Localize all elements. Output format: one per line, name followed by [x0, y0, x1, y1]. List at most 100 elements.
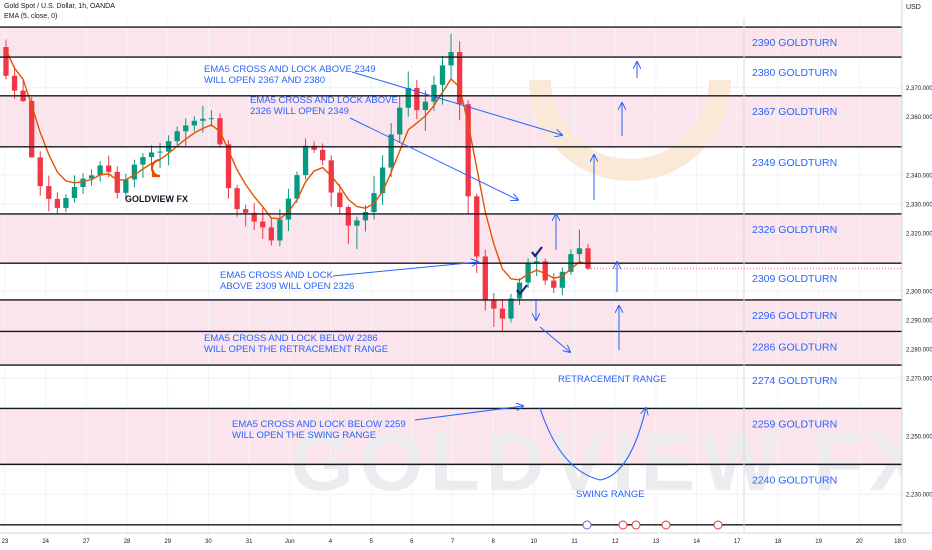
level-name: 2259 GOLDTURN	[752, 418, 837, 430]
candle-body	[474, 196, 480, 257]
candle-body	[456, 51, 463, 105]
candle-body	[354, 220, 360, 226]
y-tick-label: 2,290.000	[906, 319, 932, 325]
annotation-text: EMA5 CROSS AND LOCK BELOW 2259 WILL OPEN …	[232, 419, 406, 441]
x-tick-label: 13	[653, 539, 660, 545]
candle-body	[97, 165, 103, 176]
x-tick-label: 14	[693, 539, 700, 545]
x-tick-label: 6	[410, 539, 414, 545]
annotation-line: ABOVE 2309 WILL OPEN 2326	[220, 281, 354, 292]
x-tick-label: Jun	[285, 539, 295, 545]
ema-layer	[5, 49, 589, 281]
x-tick-label: 30	[205, 539, 212, 545]
x-tick-label: 12	[612, 539, 619, 545]
candle-body	[576, 248, 583, 255]
candle-body	[114, 171, 120, 193]
indicator-legend: EMA (5, close, 0)	[4, 13, 58, 20]
candle-body	[157, 151, 163, 153]
candle-body	[491, 300, 497, 309]
candle-body	[285, 198, 292, 220]
currency-label: USD	[906, 4, 921, 11]
candle-body	[242, 209, 249, 213]
candle-body	[80, 178, 86, 188]
x-tick-label: 4	[329, 539, 333, 545]
candle-body	[54, 198, 61, 208]
goldview-logo-text: GOLDVIEW FX	[125, 194, 188, 204]
candle-body	[123, 179, 129, 193]
candle-body	[191, 120, 197, 126]
check-mark	[516, 284, 528, 296]
x-tick-label: 28	[124, 539, 131, 545]
y-tick-label: 2,300.000	[906, 289, 932, 295]
candle-body	[140, 157, 146, 165]
candle-body	[200, 118, 206, 121]
annotation-text: EMA5 CROSS AND LOCK ABOVE 2309 WILL OPEN …	[220, 270, 354, 292]
chart-title: Gold Spot / U.S. Dollar, 1h, OANDA	[4, 3, 115, 10]
x-tick-label: 31	[246, 539, 253, 545]
y-tick-label: 2,280.000	[906, 348, 932, 354]
annotation-line: EMA5 CROSS AND LOCK ABOVE 2349	[204, 64, 376, 75]
event-icon	[713, 520, 723, 530]
price-axis-bg	[902, 0, 932, 550]
candle-body	[525, 262, 531, 283]
candle-body	[260, 221, 266, 228]
level-name: 2349 GOLDTURN	[752, 157, 837, 169]
x-tick-label: 18:0	[894, 539, 906, 545]
candle-body	[208, 118, 215, 120]
annotation-line: 2326 WILL OPEN 2349	[250, 106, 349, 117]
annotation-arrow	[332, 262, 478, 277]
y-tick-label: 2,250.000	[906, 435, 932, 441]
x-tick-label: 19	[815, 539, 822, 545]
candle-body	[251, 212, 257, 222]
watermark-arc	[529, 79, 731, 181]
candle-body	[311, 145, 317, 150]
y-tick-label: 2,330.000	[906, 202, 932, 208]
candle-body	[559, 271, 565, 288]
candle-body	[362, 211, 369, 221]
x-tick-label: 20	[856, 539, 863, 545]
candle-body	[414, 87, 420, 111]
candle-body	[542, 261, 548, 281]
y-tick-label: 2,340.000	[906, 173, 932, 179]
x-tick-label: 7	[451, 539, 455, 545]
candle-body	[439, 65, 446, 85]
candle-body	[431, 84, 437, 102]
candle-body	[268, 227, 274, 241]
level-name: 2367 GOLDTURN	[752, 106, 837, 118]
candle-body	[499, 308, 506, 319]
candle-body	[465, 104, 471, 197]
candle-body	[88, 175, 95, 179]
candle-body	[46, 186, 52, 199]
event-icon	[631, 520, 641, 530]
x-tick-label: 17	[734, 539, 741, 545]
annotation-line: EMA5 CROSS AND LOCK BELOW 2259	[232, 419, 406, 430]
candle-body	[320, 149, 326, 161]
candle-body	[183, 125, 189, 132]
level-name: 2309 GOLDTURN	[752, 273, 837, 285]
annotation-line: EMA5 CROSS AND LOCK BELOW 2286	[204, 333, 378, 344]
candle-body	[379, 167, 386, 194]
annotation-text: RETRACEMENT RANGE	[558, 374, 667, 385]
watermark-logo: GOLDVIEW FX	[290, 417, 930, 508]
annotation-line: WILL OPEN THE RETRACEMENT RANGE	[204, 344, 388, 355]
y-tick-label: 2,370.000	[906, 86, 932, 92]
level-name: 2274 GOLDTURN	[752, 375, 837, 387]
annotations-layer: EMA5 CROSS AND LOCK ABOVE 2349 WILL OPEN …	[125, 62, 667, 500]
candle-body	[63, 198, 69, 208]
bands-layer	[0, 27, 902, 465]
candle-body	[71, 187, 78, 199]
event-icon	[661, 520, 671, 530]
y-tick-label: 2,320.000	[906, 231, 932, 237]
event-icon	[582, 520, 592, 530]
y-tick-label: 2,230.000	[906, 493, 932, 499]
candle-body	[148, 152, 155, 158]
x-tick-label: 24	[42, 539, 49, 545]
candle-body	[448, 51, 454, 66]
annotation-text: EMA5 CROSS AND LOCK ABOVE 2326 WILL OPEN …	[250, 95, 398, 117]
annotation-line: EMA5 CROSS AND LOCK ABOVE	[250, 95, 398, 106]
candle-body	[585, 248, 591, 269]
candle-body	[11, 75, 18, 91]
annotation-arrow	[539, 326, 570, 352]
